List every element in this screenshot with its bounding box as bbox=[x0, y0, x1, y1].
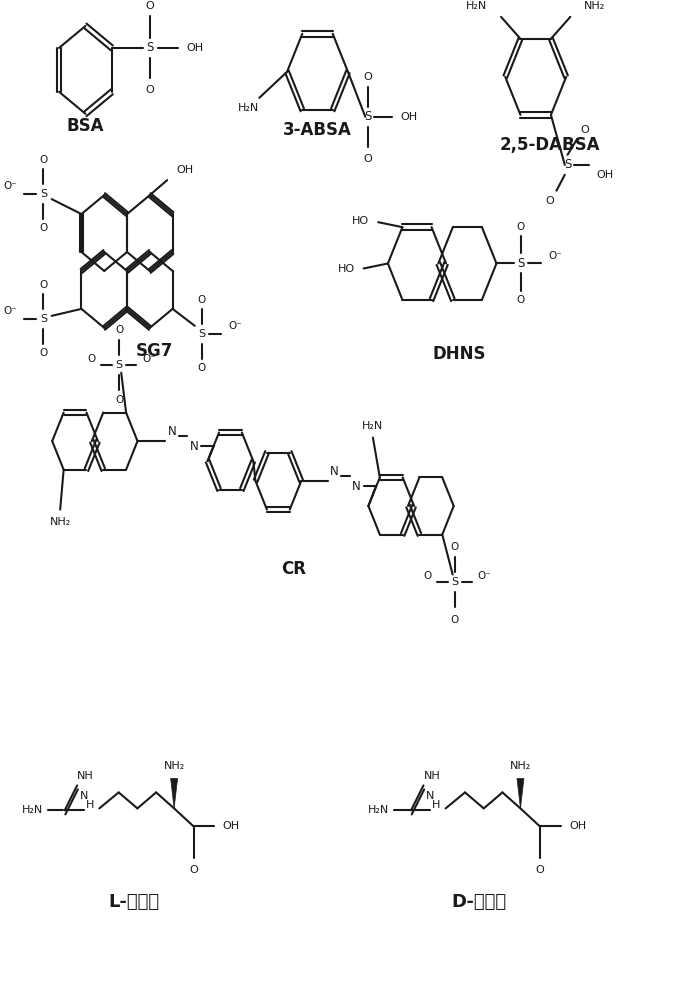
Polygon shape bbox=[171, 778, 178, 808]
Text: H₂N: H₂N bbox=[238, 103, 259, 113]
Text: H: H bbox=[432, 800, 440, 810]
Text: O: O bbox=[535, 865, 544, 875]
Text: S: S bbox=[364, 110, 372, 123]
Text: 2,5-DABSA: 2,5-DABSA bbox=[499, 136, 600, 154]
Text: O: O bbox=[363, 154, 373, 164]
Text: S: S bbox=[115, 360, 123, 370]
Text: O⁻: O⁻ bbox=[3, 306, 17, 316]
Text: S: S bbox=[146, 41, 154, 54]
Text: HO: HO bbox=[352, 216, 369, 226]
Text: O: O bbox=[39, 155, 47, 165]
Text: H₂N: H₂N bbox=[362, 421, 384, 431]
Text: O: O bbox=[189, 865, 198, 875]
Text: N: N bbox=[352, 480, 361, 493]
Text: OH: OH bbox=[222, 821, 240, 831]
Text: CR: CR bbox=[281, 560, 306, 578]
Text: O: O bbox=[115, 325, 123, 335]
Text: O: O bbox=[197, 295, 206, 305]
Text: NH₂: NH₂ bbox=[510, 761, 531, 771]
Text: OH: OH bbox=[569, 821, 586, 831]
Text: S: S bbox=[40, 314, 47, 324]
Text: NH₂: NH₂ bbox=[163, 761, 185, 771]
Polygon shape bbox=[517, 778, 524, 808]
Text: N: N bbox=[190, 440, 199, 453]
Text: S: S bbox=[451, 577, 458, 587]
Text: NH: NH bbox=[423, 771, 440, 781]
Text: O: O bbox=[450, 542, 459, 552]
Text: H₂N: H₂N bbox=[22, 805, 43, 815]
Text: O: O bbox=[580, 125, 589, 135]
Text: O: O bbox=[39, 348, 47, 358]
Text: 3-ABSA: 3-ABSA bbox=[283, 121, 352, 139]
Text: D-精氨酸: D-精氨酸 bbox=[451, 893, 507, 911]
Text: O⁻: O⁻ bbox=[228, 321, 242, 331]
Text: N: N bbox=[426, 791, 434, 801]
Text: OH: OH bbox=[596, 170, 613, 180]
Text: O: O bbox=[423, 571, 431, 581]
Text: O: O bbox=[39, 223, 47, 233]
Text: N: N bbox=[80, 791, 88, 801]
Text: OH: OH bbox=[400, 112, 417, 122]
Text: O: O bbox=[39, 280, 47, 290]
Text: NH₂: NH₂ bbox=[584, 1, 605, 11]
Text: O: O bbox=[145, 85, 154, 95]
Text: S: S bbox=[564, 158, 571, 171]
Text: BSA: BSA bbox=[67, 117, 104, 135]
Text: O: O bbox=[363, 72, 373, 82]
Text: O⁻: O⁻ bbox=[3, 181, 17, 191]
Text: O⁻: O⁻ bbox=[142, 354, 156, 364]
Text: SG7: SG7 bbox=[136, 342, 174, 360]
Text: H₂N: H₂N bbox=[368, 805, 389, 815]
Text: H₂N: H₂N bbox=[466, 1, 487, 11]
Text: DHNS: DHNS bbox=[433, 345, 486, 363]
Text: O: O bbox=[545, 196, 554, 206]
Text: H: H bbox=[85, 800, 94, 810]
Text: O: O bbox=[450, 615, 459, 625]
Text: NH: NH bbox=[77, 771, 94, 781]
Text: HO: HO bbox=[338, 264, 354, 274]
Text: NH₂: NH₂ bbox=[49, 517, 71, 527]
Text: OH: OH bbox=[176, 165, 193, 175]
Text: O: O bbox=[88, 354, 96, 364]
Text: O: O bbox=[516, 295, 525, 305]
Text: N: N bbox=[167, 425, 177, 438]
Text: L-精氨酸: L-精氨酸 bbox=[108, 893, 160, 911]
Text: S: S bbox=[40, 189, 47, 199]
Text: O⁻: O⁻ bbox=[477, 571, 491, 581]
Text: O: O bbox=[197, 363, 206, 373]
Text: S: S bbox=[517, 257, 525, 270]
Text: OH: OH bbox=[187, 43, 204, 53]
Text: O: O bbox=[115, 395, 123, 405]
Text: O: O bbox=[516, 222, 525, 232]
Text: O: O bbox=[145, 1, 154, 11]
Text: O⁻: O⁻ bbox=[548, 251, 562, 261]
Text: S: S bbox=[198, 329, 205, 339]
Text: N: N bbox=[329, 465, 338, 478]
